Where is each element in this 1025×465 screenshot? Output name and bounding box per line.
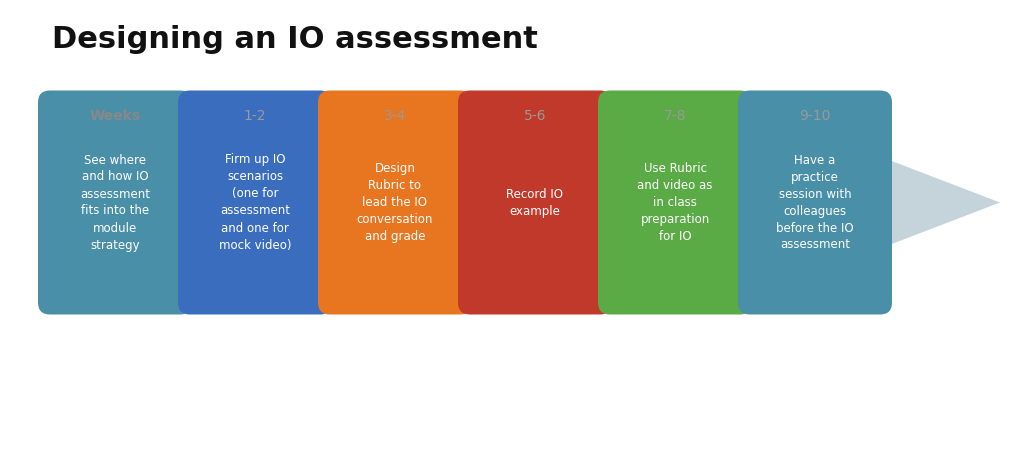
FancyBboxPatch shape <box>738 91 892 314</box>
Text: 1-2: 1-2 <box>244 109 266 123</box>
Text: 9-10: 9-10 <box>800 109 830 123</box>
Text: 3-4: 3-4 <box>383 109 406 123</box>
Text: Firm up IO
scenarios
(one for
assessment
and one for
mock video): Firm up IO scenarios (one for assessment… <box>218 153 291 252</box>
Text: Record IO
example: Record IO example <box>506 187 564 218</box>
Text: 7-8: 7-8 <box>664 109 687 123</box>
Text: Have a
practice
session with
colleagues
before the IO
assessment: Have a practice session with colleagues … <box>776 153 854 252</box>
FancyBboxPatch shape <box>38 91 192 314</box>
FancyBboxPatch shape <box>178 91 332 314</box>
Polygon shape <box>108 145 1000 260</box>
Text: Design
Rubric to
lead the IO
conversation
and grade: Design Rubric to lead the IO conversatio… <box>357 162 434 243</box>
FancyBboxPatch shape <box>458 91 612 314</box>
Text: See where
and how IO
assessment
fits into the
module
strategy: See where and how IO assessment fits int… <box>80 153 150 252</box>
Text: Use Rubric
and video as
in class
preparation
for IO: Use Rubric and video as in class prepara… <box>638 162 712 243</box>
FancyBboxPatch shape <box>598 91 752 314</box>
FancyBboxPatch shape <box>318 91 472 314</box>
Text: 5-6: 5-6 <box>524 109 546 123</box>
Text: Weeks: Weeks <box>89 109 140 123</box>
Text: Designing an IO assessment: Designing an IO assessment <box>52 25 538 54</box>
